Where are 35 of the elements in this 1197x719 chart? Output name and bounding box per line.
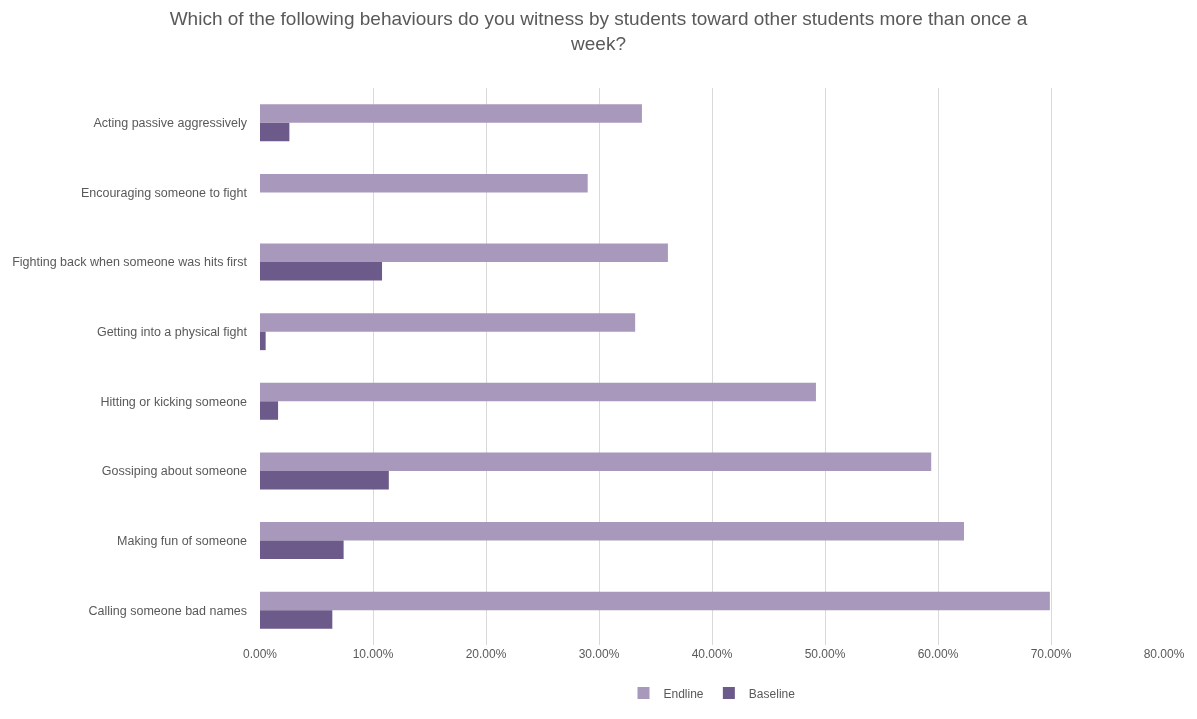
- x-tick-label: 80.00%: [1143, 647, 1185, 661]
- legend-label: Baseline: [748, 686, 796, 701]
- y-tick-label: Encouraging someone to fight: [80, 185, 248, 200]
- y-tick-label: Hitting or kicking someone: [100, 394, 248, 409]
- x-tick-label: 40.00%: [691, 647, 733, 661]
- y-tick-label: Gossiping about someone: [101, 464, 248, 479]
- bar: [260, 382, 816, 402]
- bar: [260, 122, 290, 142]
- bar: [260, 522, 964, 541]
- x-tick-label: 70.00%: [1030, 647, 1072, 661]
- bar: [260, 104, 642, 123]
- bar: [260, 173, 588, 193]
- bar: [260, 610, 333, 629]
- y-tick-label: Fighting back when someone was hits first: [12, 255, 248, 270]
- bar: [260, 243, 668, 263]
- bar: [260, 331, 266, 351]
- x-tick-label: 0.00%: [242, 647, 278, 661]
- x-tick-label: 10.00%: [352, 647, 394, 661]
- y-tick-label: Getting into a physical fight: [96, 325, 248, 340]
- bar: [260, 591, 1050, 611]
- bar: [260, 540, 344, 560]
- bar: [260, 401, 279, 420]
- bar: [260, 452, 932, 471]
- bar: [260, 262, 383, 281]
- chart-title: Which of the following behaviours do you witness by students toward other students more than once a week?: [169, 8, 1028, 54]
- y-tick-label: Acting passive aggressively: [93, 116, 248, 131]
- y-tick-label: Calling someone bad names: [88, 603, 247, 618]
- legend-label: Endline: [663, 686, 704, 701]
- x-tick-label: 60.00%: [917, 647, 959, 661]
- bar: [260, 313, 636, 332]
- bar: [260, 470, 389, 490]
- x-tick-label: 30.00%: [578, 647, 620, 661]
- x-tick-label: 50.00%: [804, 647, 846, 661]
- x-tick-label: 20.00%: [465, 647, 507, 661]
- y-tick-label: Making fun of someone: [117, 533, 248, 548]
